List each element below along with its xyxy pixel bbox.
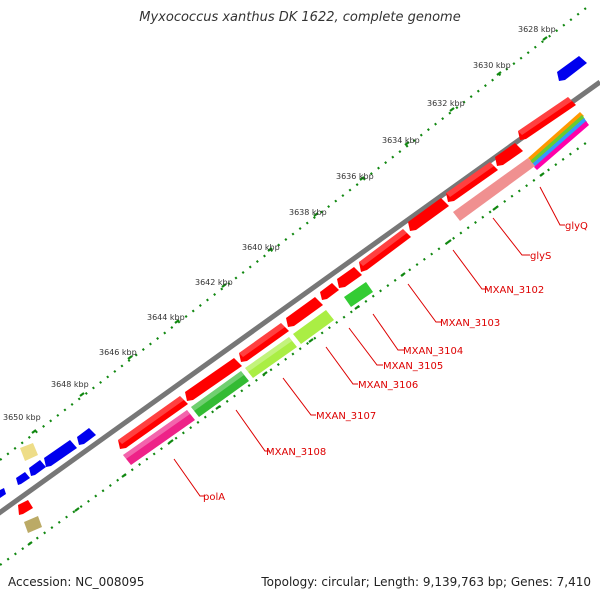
tick-label: 3646 kbp xyxy=(99,348,137,357)
map-title: Myxococcus xanthus DK 1622, complete gen… xyxy=(139,10,461,25)
forward-genes xyxy=(118,97,576,449)
feature-lime[interactable] xyxy=(293,310,334,344)
gene-label-glyQ: glyQ xyxy=(565,221,588,232)
gene-red[interactable] xyxy=(495,143,523,166)
gene-red[interactable] xyxy=(320,283,339,300)
accession-text: Accession: NC_008095 xyxy=(8,575,145,589)
gene-label-glyS: glyS xyxy=(530,251,551,262)
gene-label-mxan-3104: MXAN_3104 xyxy=(403,346,463,357)
gene-red[interactable] xyxy=(408,198,449,231)
feature-magenta[interactable] xyxy=(123,410,195,465)
feature-green[interactable] xyxy=(191,371,249,417)
gene-label-mxan-3105: MXAN_3105 xyxy=(383,361,443,372)
genome-summary-text: Topology: circular; Length: 9,139,763 bp… xyxy=(261,575,591,589)
tick-label: 3634 kbp xyxy=(382,136,420,145)
feature-pink[interactable] xyxy=(453,158,535,221)
gene-blue[interactable] xyxy=(557,56,587,81)
other-genes xyxy=(0,56,587,533)
feature-multicolor[interactable] xyxy=(530,115,585,164)
gene-red[interactable] xyxy=(359,229,411,272)
gene-red[interactable] xyxy=(286,297,323,327)
tick-label: 3648 kbp xyxy=(51,380,89,389)
gene-red[interactable] xyxy=(239,323,289,362)
tick-label: 3638 kbp xyxy=(289,208,327,217)
gene-blue[interactable] xyxy=(44,440,77,467)
gene-blue[interactable] xyxy=(16,472,30,485)
gene-red[interactable] xyxy=(118,396,188,449)
gene-label-mxan-3106: MXAN_3106 xyxy=(358,380,418,391)
gene-label-mxan-3103: MXAN_3103 xyxy=(440,318,500,329)
gene-label-mxan-3107: MXAN_3107 xyxy=(316,411,376,422)
tick-label: 3642 kbp xyxy=(195,278,233,287)
feature-green[interactable] xyxy=(344,282,373,307)
outer-major-ticks xyxy=(31,36,548,434)
gene-labels: glyQ glyS MXAN_3102 MXAN_3103 MXAN_3104 … xyxy=(203,221,588,503)
gene-label-polA: polA xyxy=(203,492,225,503)
gene-red[interactable] xyxy=(446,162,498,202)
feature-multicolor[interactable] xyxy=(532,118,587,167)
inner-major-ticks xyxy=(27,172,545,546)
feature-multicolor[interactable] xyxy=(534,121,589,170)
reverse-features xyxy=(123,112,589,465)
tick-label: 3640 kbp xyxy=(242,243,280,252)
gene-label-mxan-3102: MXAN_3102 xyxy=(484,285,544,296)
tick-labels: 3628 kbp 3630 kbp 3632 kbp 3634 kbp 3636… xyxy=(3,25,556,422)
tick-label: 3632 kbp xyxy=(427,99,465,108)
feature-multicolor[interactable] xyxy=(528,112,584,162)
inner-tick-ring xyxy=(0,139,591,566)
gene-red[interactable] xyxy=(185,358,242,401)
gene-red[interactable] xyxy=(337,267,362,288)
gene-yellow[interactable] xyxy=(20,443,38,461)
tick-label: 3628 kbp xyxy=(518,25,556,34)
gene-blue[interactable] xyxy=(0,488,6,498)
tick-label: 3644 kbp xyxy=(147,313,185,322)
tick-label: 3636 kbp xyxy=(336,172,374,181)
gene-red[interactable] xyxy=(518,97,576,140)
feature-lime[interactable] xyxy=(245,337,297,378)
gene-olive[interactable] xyxy=(24,516,42,533)
gene-red-small[interactable] xyxy=(18,500,33,515)
tick-label: 3650 kbp xyxy=(3,413,41,422)
gene-label-mxan-3108: MXAN_3108 xyxy=(266,447,326,458)
gene-blue[interactable] xyxy=(77,428,96,445)
label-leaders xyxy=(173,186,565,497)
tick-label: 3630 kbp xyxy=(473,61,511,70)
gene-blue[interactable] xyxy=(29,460,46,476)
outer-tick-ring xyxy=(0,4,591,461)
